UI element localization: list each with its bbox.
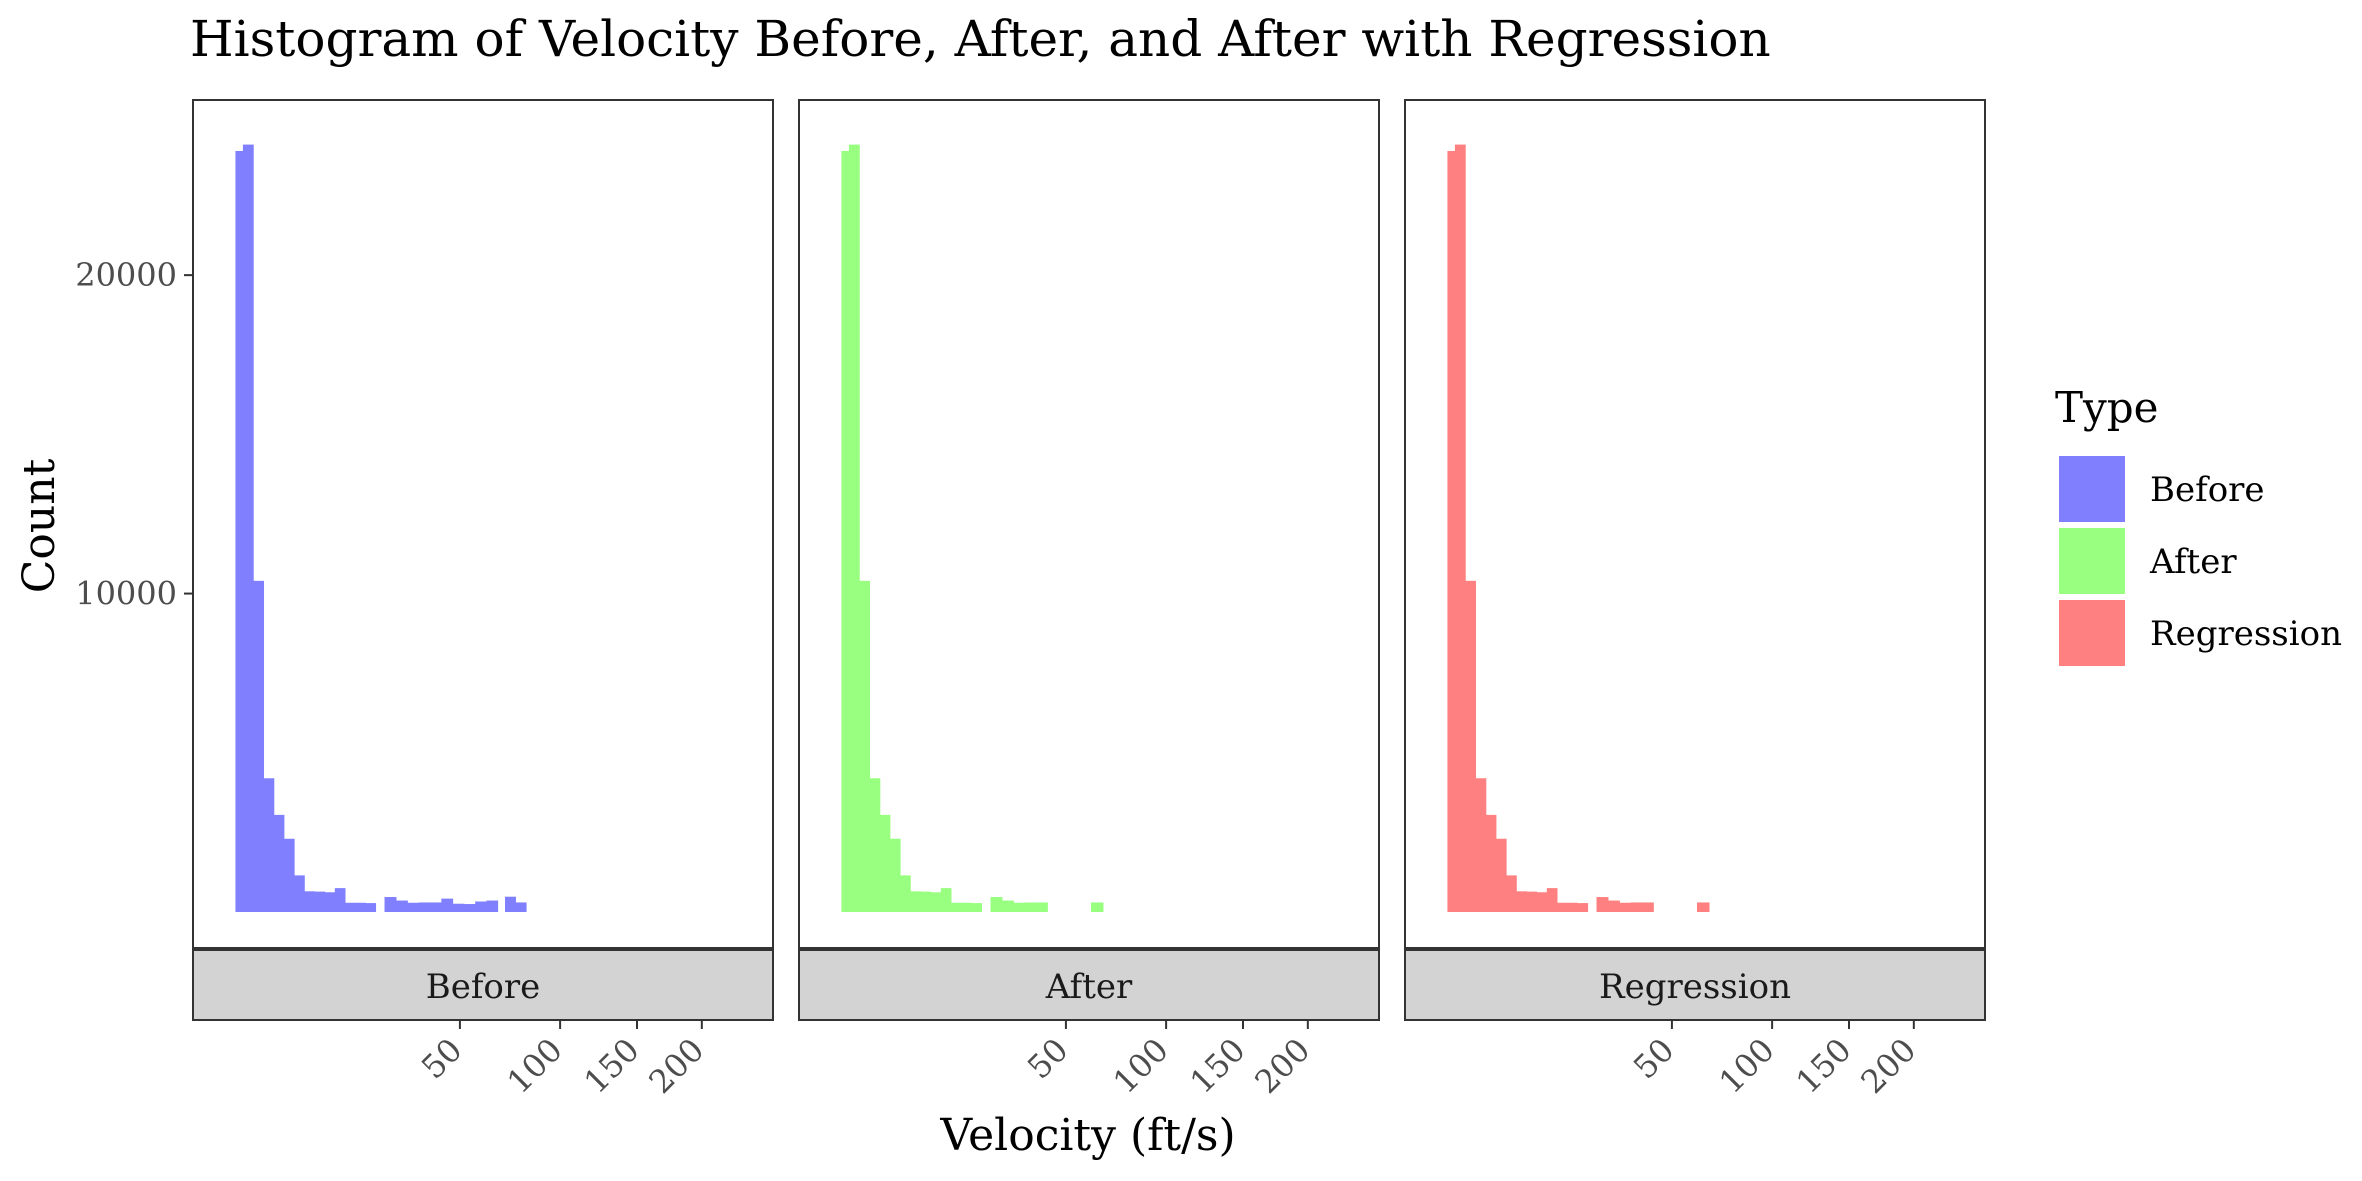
histogram-bar — [355, 902, 366, 912]
histogram-bar — [1506, 875, 1517, 912]
histogram-bar — [859, 580, 871, 912]
histogram-bar — [395, 900, 408, 912]
histogram-bar — [841, 150, 850, 912]
histogram-bar — [1475, 778, 1487, 912]
histogram-bar — [910, 891, 921, 912]
histogram-bar — [879, 814, 891, 912]
legend-label: After — [2149, 542, 2237, 582]
histogram-bar — [961, 902, 972, 912]
histogram-bar — [334, 888, 346, 912]
histogram-bar — [324, 892, 336, 912]
histogram-bar — [1536, 892, 1548, 912]
panel-border — [1404, 99, 1986, 949]
histogram-bar — [1036, 902, 1048, 912]
histogram-bar — [235, 150, 244, 912]
histogram-bar — [452, 903, 465, 912]
panel-border — [192, 99, 774, 949]
histogram-bar — [294, 875, 305, 912]
histogram-bar — [1526, 891, 1538, 912]
legend-key-after — [2057, 526, 2127, 596]
histogram-bar — [1546, 888, 1558, 912]
histogram-bar — [869, 778, 881, 912]
histogram-bar — [990, 897, 1003, 912]
histogram-bar — [1454, 144, 1466, 913]
histogram-bar — [930, 892, 942, 912]
histogram-bar — [1013, 902, 1026, 912]
histogram-bar — [314, 891, 326, 912]
legend-label: Regression — [2150, 614, 2342, 654]
histogram-bar — [344, 902, 356, 912]
histogram-bar — [1090, 902, 1104, 912]
histogram-bar — [384, 897, 397, 912]
histogram-bar — [1577, 903, 1589, 912]
histogram-bar — [1485, 814, 1497, 912]
histogram-bar — [515, 902, 527, 912]
histogram-bar — [1642, 902, 1654, 912]
facet-strip-label: After — [1045, 967, 1133, 1007]
histogram-bar — [283, 838, 295, 912]
histogram-bar — [505, 896, 516, 912]
histogram-bar — [365, 903, 377, 912]
histogram-bar — [1001, 900, 1014, 912]
y-axis: 10000 20000 — [75, 256, 193, 613]
legend-key-before — [2057, 454, 2127, 524]
histogram-bar — [263, 778, 275, 912]
facet-strip — [1404, 949, 1986, 1021]
histogram-bar — [273, 814, 285, 912]
histogram-bar — [1447, 150, 1456, 912]
histogram-bar — [1516, 891, 1527, 912]
x-axis-label: Velocity (ft/s) — [939, 1110, 1235, 1161]
histogram-bar — [1495, 838, 1507, 912]
histogram-bar — [242, 144, 254, 913]
histogram-bar — [889, 838, 901, 912]
chart-title: Histogram of Velocity Before, After, and… — [190, 10, 1771, 68]
histogram-bar — [1024, 902, 1037, 912]
histogram-bar — [463, 904, 476, 912]
histogram-bar — [1556, 902, 1568, 912]
legend-title: Type — [2055, 383, 2158, 432]
histogram-bar — [848, 144, 860, 913]
histogram-bar — [418, 902, 431, 912]
histogram-bar — [1619, 902, 1632, 912]
histogram-bar — [971, 903, 983, 912]
histogram-bar — [1465, 580, 1477, 912]
histogram-bar — [407, 902, 420, 912]
histogram-bar — [486, 900, 499, 912]
histogram-bar — [304, 891, 315, 912]
histogram-bar — [441, 898, 454, 912]
y-tick-label: 10000 — [75, 575, 177, 613]
histogram-bar — [1607, 900, 1620, 912]
histogram-bar — [1630, 902, 1643, 912]
histogram-bar — [253, 580, 265, 912]
legend-label: Before — [2150, 470, 2265, 510]
histogram-bar — [940, 888, 952, 912]
facet-strip-label: Regression — [1599, 967, 1791, 1007]
facet-strip-label: Before — [426, 967, 541, 1007]
histogram-bar — [1567, 902, 1578, 912]
facet-strip — [798, 949, 1380, 1021]
legend: Type Before After Regression — [2055, 383, 2342, 668]
histogram-bar — [900, 875, 911, 912]
y-tick-label: 20000 — [75, 256, 177, 294]
histogram-bar — [920, 891, 932, 912]
y-axis-label: Count — [14, 458, 65, 593]
histogram-bar — [950, 902, 962, 912]
panel-border — [798, 99, 1380, 949]
histogram-bar — [1596, 897, 1609, 912]
histogram-bar — [430, 902, 442, 912]
legend-key-regression — [2057, 598, 2127, 668]
histogram-bar — [475, 901, 487, 912]
histogram-bar — [1696, 902, 1710, 912]
